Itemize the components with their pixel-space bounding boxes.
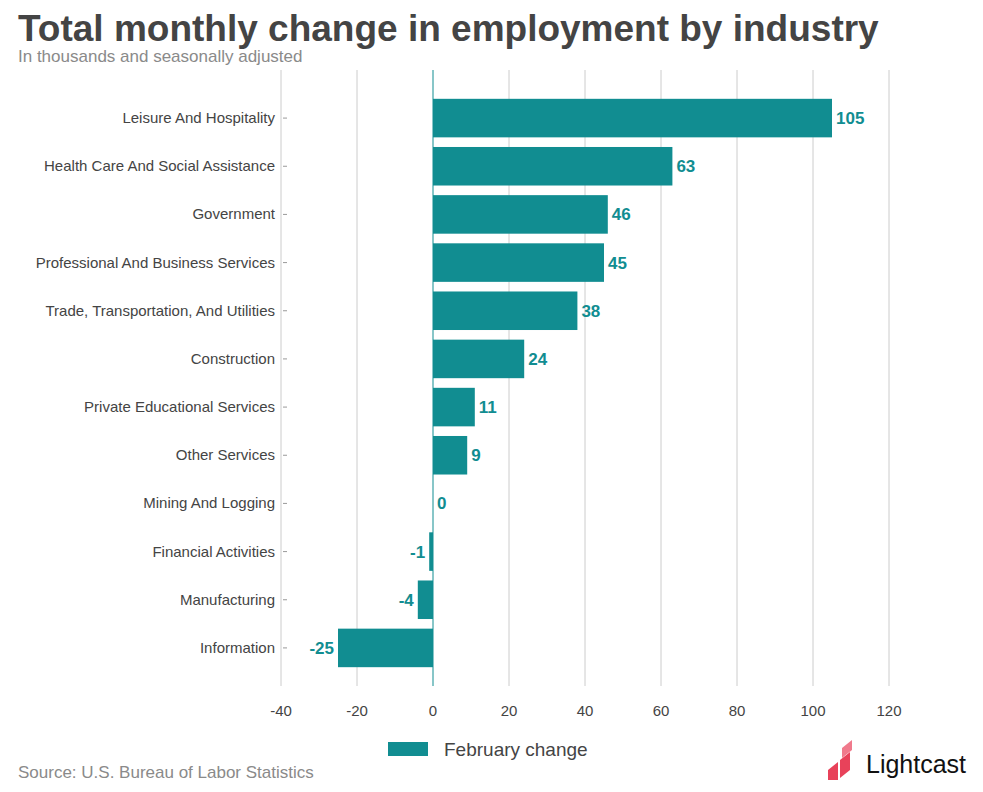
logo-text: Lightcast <box>866 750 966 778</box>
y-tick <box>283 503 287 504</box>
y-tick <box>283 599 287 600</box>
bar <box>433 99 832 138</box>
category-label: Private Educational Services <box>84 398 275 415</box>
data-label: -1 <box>410 543 425 562</box>
grid-line <box>813 70 814 686</box>
data-label: 0 <box>437 494 446 513</box>
chart-container: Total monthly change in employment by in… <box>0 0 983 792</box>
subtitle: In thousands and seasonally adjusted <box>18 47 302 66</box>
bar <box>433 147 672 186</box>
bars <box>338 99 832 667</box>
category-label: Manufacturing <box>180 591 275 608</box>
category-label: Leisure And Hospitality <box>122 109 275 126</box>
chart-svg: Total monthly change in employment by in… <box>0 0 983 792</box>
grid <box>281 70 889 686</box>
grid-line <box>889 70 890 686</box>
y-tick <box>283 166 287 167</box>
logo: Lightcast <box>828 740 966 780</box>
bar <box>433 243 604 282</box>
x-tick-label: 40 <box>577 702 594 719</box>
bar <box>338 629 433 668</box>
y-tick <box>283 455 287 456</box>
bar <box>433 340 524 379</box>
bar <box>433 291 577 330</box>
data-label: 38 <box>581 302 600 321</box>
bar <box>433 195 608 234</box>
x-tick-label: 60 <box>653 702 670 719</box>
y-tick <box>283 310 287 311</box>
x-tick-label: -20 <box>346 702 368 719</box>
y-tick <box>283 358 287 359</box>
logo-icon <box>840 752 850 778</box>
x-tick-label: 80 <box>729 702 746 719</box>
category-label: Information <box>200 639 275 656</box>
x-tick-label: 100 <box>800 702 825 719</box>
logo-icon <box>842 740 852 758</box>
legend-swatch <box>388 742 428 756</box>
data-label: -25 <box>309 639 334 658</box>
category-label: Professional And Business Services <box>36 254 275 271</box>
bar <box>433 388 475 427</box>
category-label: Other Services <box>176 446 275 463</box>
bar <box>429 532 433 571</box>
grid-line <box>737 70 738 686</box>
logo-icon <box>828 762 838 780</box>
category-label: Health Care And Social Assistance <box>44 157 275 174</box>
bar <box>433 484 434 523</box>
x-tick-label: 20 <box>501 702 518 719</box>
category-label: Government <box>192 205 275 222</box>
y-tick <box>283 214 287 215</box>
bar <box>433 436 467 475</box>
y-tick <box>283 647 287 648</box>
data-label: 45 <box>608 254 627 273</box>
data-label: -4 <box>399 591 415 610</box>
y-tick <box>283 118 287 119</box>
data-label: 105 <box>836 109 864 128</box>
category-label: Mining And Logging <box>143 494 275 511</box>
data-label: 24 <box>528 350 547 369</box>
x-tick-label: -40 <box>270 702 292 719</box>
data-label: 9 <box>471 446 480 465</box>
data-label: 11 <box>479 398 497 417</box>
category-label: Construction <box>191 350 275 367</box>
data-labels: 105 63 46 45 38 24 11 9 0 -1 -4 -25 <box>309 109 864 658</box>
x-tick-label: 120 <box>876 702 901 719</box>
x-tick-label: 0 <box>429 702 437 719</box>
title: Total monthly change in employment by in… <box>18 8 879 49</box>
legend-label: February change <box>444 739 588 760</box>
bar <box>418 580 433 619</box>
grid-line <box>281 70 282 686</box>
data-label: 63 <box>676 157 695 176</box>
grid-line <box>357 70 358 686</box>
legend: February change <box>388 739 588 760</box>
y-tick <box>283 407 287 408</box>
y-tick <box>283 551 287 552</box>
source: Source: U.S. Bureau of Labor Statistics <box>18 763 314 782</box>
data-label: 46 <box>612 205 631 224</box>
category-label: Trade, Transportation, And Utilities <box>45 302 275 319</box>
category-label: Financial Activities <box>152 543 275 560</box>
y-tick <box>283 262 287 263</box>
